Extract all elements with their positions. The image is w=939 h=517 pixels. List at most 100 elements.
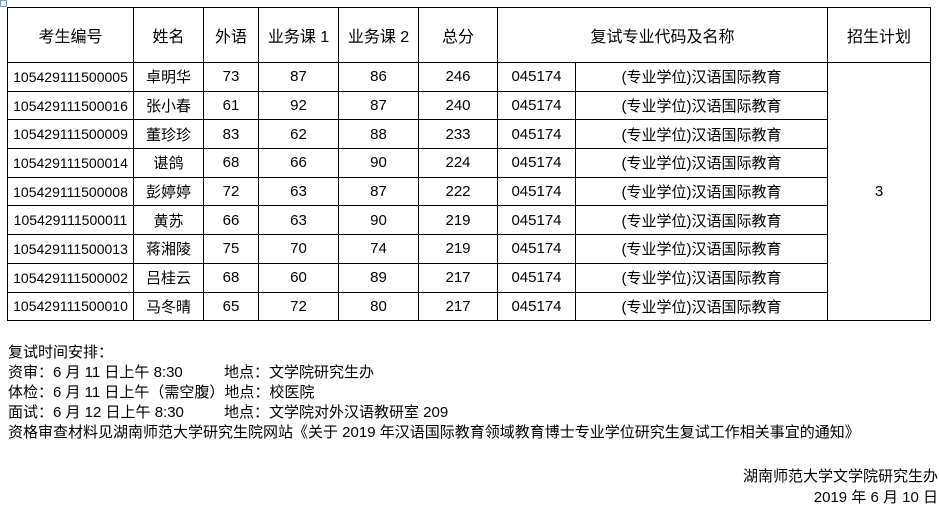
- cell-course1: 62: [258, 119, 339, 150]
- schedule-medical-time: 体检：6 月 11 日上午（需空腹）: [8, 384, 225, 401]
- schedule-line-review: 资审：6 月 11 日上午 8:30 地点：文学院研究生办: [8, 363, 933, 383]
- cell-major-code: 045174: [497, 205, 576, 236]
- header-course2: 业务课 2: [338, 7, 419, 63]
- cell-major-name: (专业学位)汉语国际教育: [574, 62, 829, 92]
- cell-major-code: 045174: [497, 234, 576, 264]
- table-row: 105429111500002 吕桂云 68 60 89 217 045174 …: [7, 262, 931, 293]
- cell-major-code: 045174: [497, 291, 576, 322]
- cell-course2: 80: [338, 291, 419, 322]
- cell-foreign-language: 66: [203, 205, 259, 236]
- cell-course2: 90: [338, 148, 419, 178]
- cell-name: 黄苏: [133, 205, 204, 236]
- cell-name: 彭婷婷: [133, 176, 204, 207]
- table-row: 105429111500014 谌鸽 68 66 90 224 045174 (…: [7, 148, 931, 178]
- header-foreign-language: 外语: [203, 7, 259, 63]
- cell-name: 张小春: [133, 90, 204, 121]
- cell-name: 卓明华: [133, 62, 204, 92]
- reexam-score-table: 考生编号 姓名 外语 业务课 1 业务课 2 总分 复试专业代码及名称 招生计划…: [7, 7, 932, 322]
- header-course1: 业务课 1: [258, 7, 339, 63]
- cell-total-score: 217: [418, 262, 498, 293]
- cell-major-name: (专业学位)汉语国际教育: [574, 119, 829, 150]
- cell-candidate-id: 105429111500013: [7, 234, 134, 264]
- cell-major-name: (专业学位)汉语国际教育: [574, 234, 829, 264]
- cell-major-code: 045174: [497, 119, 576, 150]
- cell-candidate-id: 105429111500010: [7, 291, 134, 322]
- cell-major-code: 045174: [497, 62, 576, 92]
- table-row: 105429111500008 彭婷婷 72 63 87 222 045174 …: [7, 176, 931, 207]
- cell-foreign-language: 68: [203, 148, 259, 178]
- cell-foreign-language: 72: [203, 176, 259, 207]
- cell-foreign-language: 83: [203, 119, 259, 150]
- cell-course1: 87: [258, 62, 339, 92]
- cell-major-name: (专业学位)汉语国际教育: [574, 148, 829, 178]
- cell-total-score: 222: [418, 176, 498, 207]
- schedule-medical-place: 地点：校医院: [224, 384, 315, 401]
- cell-course1: 60: [258, 262, 339, 293]
- cell-total-score: 233: [418, 119, 498, 150]
- cell-foreign-language: 61: [203, 90, 259, 121]
- cell-course1: 66: [258, 148, 339, 178]
- cell-course1: 72: [258, 291, 339, 322]
- cell-course2: 90: [338, 205, 419, 236]
- cell-total-score: 246: [418, 62, 498, 92]
- signature-date: 2019 年 6 月 10 日: [813, 489, 938, 506]
- cell-total-score: 240: [418, 90, 498, 121]
- cell-course1: 63: [258, 176, 339, 207]
- schedule-review-place: 地点：文学院研究生办: [224, 364, 375, 381]
- cell-course2: 89: [338, 262, 419, 293]
- cell-candidate-id: 105429111500008: [7, 176, 134, 207]
- cell-name: 董珍珍: [133, 119, 204, 150]
- header-enrollment-plan: 招生计划: [827, 7, 932, 63]
- cell-total-score: 217: [418, 291, 498, 322]
- cell-major-code: 045174: [497, 262, 576, 293]
- cell-foreign-language: 75: [203, 234, 259, 264]
- cell-major-name: (专业学位)汉语国际教育: [574, 291, 829, 322]
- cell-foreign-language: 65: [203, 291, 259, 322]
- cell-enrollment-plan: 3: [827, 61, 932, 322]
- table-row: 105429111500016 张小春 61 92 87 240 045174 …: [7, 90, 931, 121]
- schedule-line-medical: 体检：6 月 11 日上午（需空腹）地点：校医院: [8, 383, 933, 403]
- cell-course2: 86: [338, 62, 419, 92]
- schedule-interview-time: 面试：6 月 12 日上午 8:30: [8, 404, 184, 421]
- qualification-note: 资格审查材料见湖南师范大学研究生院网站《关于 2019 年汉语国际教育领域教育博…: [8, 424, 860, 441]
- cell-candidate-id: 105429111500011: [7, 205, 134, 236]
- cell-foreign-language: 68: [203, 262, 259, 293]
- cell-candidate-id: 105429111500016: [7, 90, 134, 121]
- cell-major-code: 045174: [497, 90, 576, 121]
- table-row: 105429111500009 董珍珍 83 62 88 233 045174 …: [7, 119, 931, 150]
- cell-name: 吕桂云: [133, 262, 204, 293]
- table-row: 105429111500005 卓明华 73 87 86 246 045174 …: [7, 61, 932, 322]
- cell-candidate-id: 105429111500002: [7, 262, 134, 293]
- cell-candidate-id: 105429111500005: [7, 62, 134, 92]
- header-total-score: 总分: [418, 7, 498, 63]
- cell-major-code: 045174: [497, 148, 576, 178]
- cell-course2: 74: [338, 234, 419, 264]
- cell-major-name: (专业学位)汉语国际教育: [574, 90, 829, 121]
- table-row: 105429111500010 马冬晴 65 72 80 217 045174 …: [7, 291, 931, 322]
- cell-major-name: (专业学位)汉语国际教育: [574, 176, 829, 207]
- table-body: 105429111500005 卓明华 73 87 86 246 045174 …: [7, 61, 932, 322]
- cell-course2: 88: [338, 119, 419, 150]
- cell-candidate-id: 105429111500014: [7, 148, 134, 178]
- cell-course1: 92: [258, 90, 339, 121]
- header-candidate-id: 考生编号: [7, 7, 134, 63]
- signature-org: 湖南师范大学文学院研究生办: [742, 468, 938, 485]
- signature-block: 湖南师范大学文学院研究生办 2019 年 6 月 10 日: [743, 466, 939, 508]
- cell-major-code: 045174: [497, 176, 576, 207]
- header-name: 姓名: [133, 7, 204, 63]
- cell-course2: 87: [338, 90, 419, 121]
- table-move-handle-icon[interactable]: [0, 0, 7, 7]
- table-row: 105429111500011 黄苏 66 63 90 219 045174 (…: [7, 205, 931, 236]
- cell-total-score: 219: [418, 234, 498, 264]
- cell-candidate-id: 105429111500009: [7, 119, 134, 150]
- cell-foreign-language: 73: [203, 62, 259, 92]
- schedule-line-interview: 面试：6 月 12 日上午 8:30 地点：文学院对外汉语教研室 209: [8, 403, 933, 423]
- table-header-row: 考生编号 姓名 外语 业务课 1 业务课 2 总分 复试专业代码及名称 招生计划: [7, 7, 932, 63]
- cell-total-score: 224: [418, 148, 498, 178]
- header-major-code-name: 复试专业代码及名称: [496, 7, 829, 63]
- cell-course1: 70: [258, 234, 339, 264]
- cell-major-name: (专业学位)汉语国际教育: [574, 205, 829, 236]
- notes-section: 复试时间安排： 资审：6 月 11 日上午 8:30 地点：文学院研究生办 体检：…: [8, 343, 933, 443]
- table-row: 105429111500013 蒋湘陵 75 70 74 219 045174 …: [7, 234, 931, 264]
